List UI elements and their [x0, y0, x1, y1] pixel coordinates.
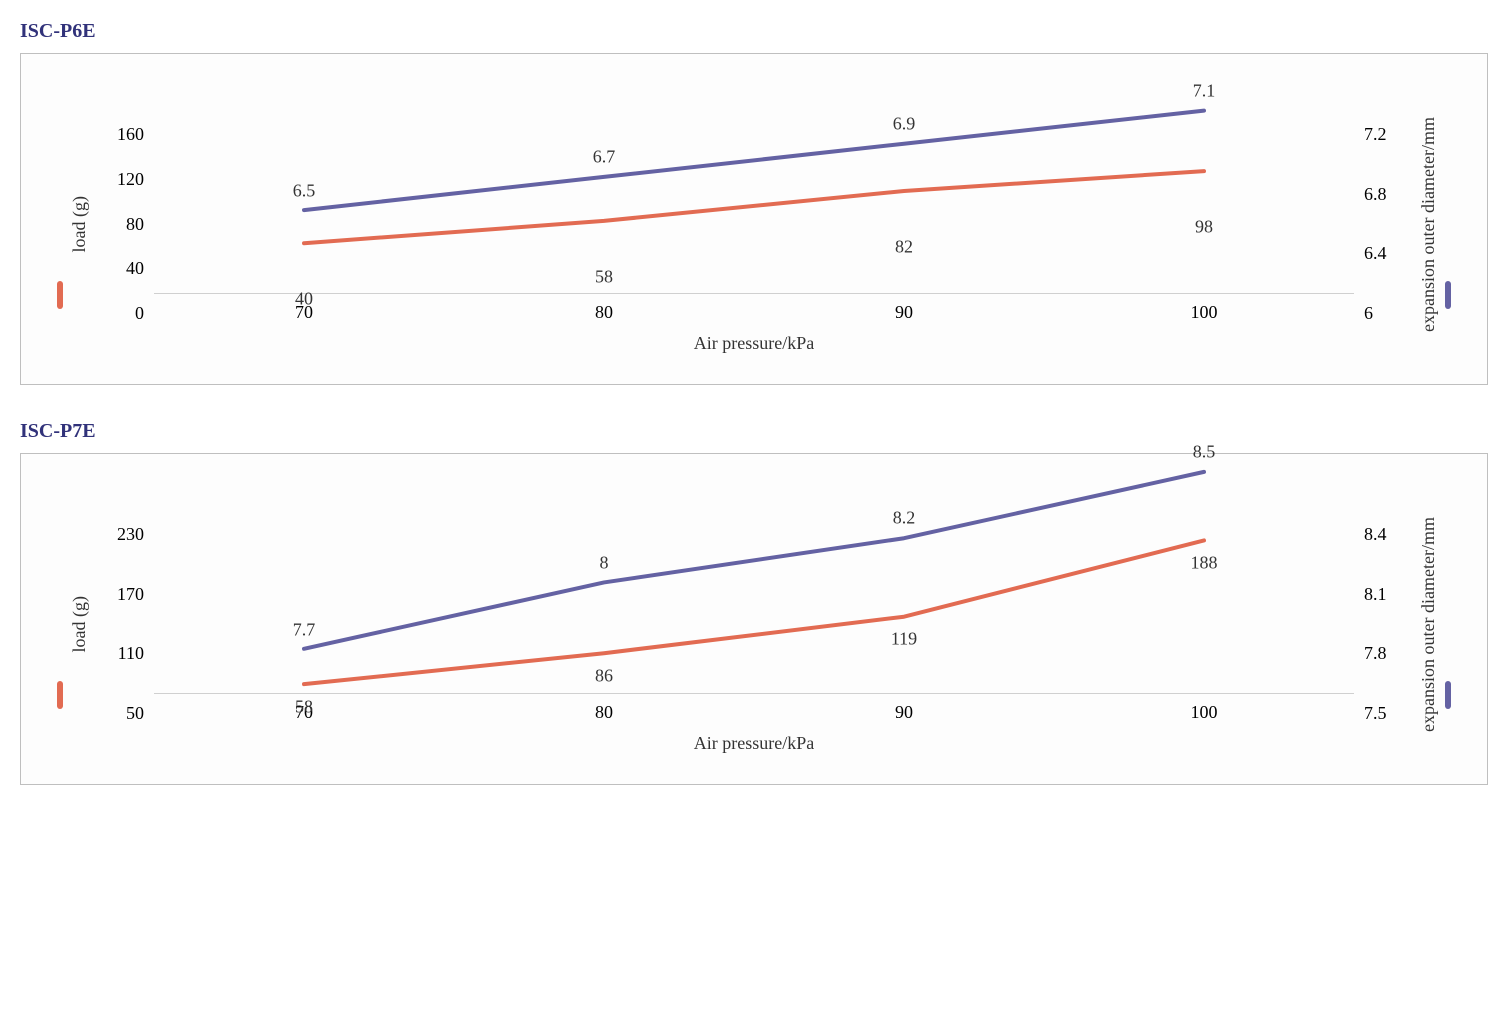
diameter-data-label: 7.1 — [1193, 80, 1216, 101]
y-right-axis-label: expansion outer diameter/mm — [1418, 517, 1439, 732]
x-ticks: 708090100 — [154, 302, 1354, 323]
load-data-label: 58 — [595, 266, 613, 287]
diameter-line — [304, 472, 1204, 649]
plot-area: 6.56.76.97.140588298 — [154, 94, 1354, 294]
x-axis-label: Air pressure/kPa — [154, 333, 1354, 354]
chart-title: ISC-P7E — [20, 420, 1488, 443]
y-tick-label: 7.2 — [1364, 124, 1410, 145]
y-tick-label: 40 — [98, 258, 144, 279]
y-tick-label: 7.5 — [1364, 703, 1410, 724]
y-tick-label: 0 — [98, 303, 144, 324]
diameter-data-label: 8 — [600, 552, 609, 573]
x-tick-label: 100 — [1054, 702, 1354, 723]
legend-diameter-icon — [1445, 681, 1451, 709]
diameter-data-label: 8.2 — [893, 508, 916, 529]
y-tick-label: 8.4 — [1364, 524, 1410, 545]
x-tick-label: 100 — [1054, 302, 1354, 323]
chart-lines — [154, 494, 1354, 693]
x-tick-label: 80 — [454, 302, 754, 323]
y-tick-label: 110 — [98, 643, 144, 664]
x-tick-label: 80 — [454, 702, 754, 723]
load-data-label: 119 — [891, 629, 917, 650]
y-tick-label: 8.1 — [1364, 584, 1410, 605]
load-data-label: 188 — [1191, 552, 1218, 573]
y-right-ticks: 8.4 8.1 7.8 7.5 — [1354, 524, 1410, 724]
chart-frame: load (g)230170110507.788.28.558861191887… — [20, 453, 1488, 785]
y-tick-label: 50 — [98, 703, 144, 724]
load-data-label: 98 — [1195, 216, 1213, 237]
y-right-axis-label: expansion outer diameter/mm — [1418, 117, 1439, 332]
chart-lines — [154, 94, 1354, 293]
x-tick-label: 90 — [754, 702, 1054, 723]
y-tick-label: 170 — [98, 584, 144, 605]
chart-frame: load (g) 160 120 80 40 0 6.5 6.7 6.9 7.1 40 58 82 98 7… — [20, 53, 1488, 385]
y-tick-label: 7.8 — [1364, 643, 1410, 664]
diameter-data-label: 8.5 — [1193, 441, 1216, 462]
y-tick-label: 80 — [98, 214, 144, 235]
plot-area: 7.788.28.55886119188 — [154, 494, 1354, 694]
x-axis-label: Air pressure/kPa — [154, 733, 1354, 754]
load-data-label: 86 — [595, 666, 613, 687]
y-left-ticks: 160 120 80 40 0 — [98, 124, 154, 324]
load-data-label: 82 — [895, 236, 913, 257]
load-data-label: 40 — [295, 289, 313, 310]
diameter-data-label: 7.7 — [293, 619, 316, 640]
y-tick-label: 6 — [1364, 303, 1410, 324]
legend-load-icon — [57, 681, 63, 709]
y-tick-label: 6.8 — [1364, 184, 1410, 205]
diameter-data-label: 6.9 — [893, 114, 916, 135]
y-right-ticks: 7.2 6.8 6.4 6 — [1354, 124, 1410, 324]
diameter-line — [304, 111, 1204, 211]
diameter-data-label: 6.5 — [293, 180, 316, 201]
y-tick-label: 230 — [98, 524, 144, 545]
load-line — [304, 171, 1204, 243]
y-tick-label: 160 — [98, 124, 144, 145]
load-data-label: 58 — [295, 697, 313, 718]
y-left-ticks: 230 170 110 50 — [98, 524, 154, 724]
y-left-axis-label: load (g) — [69, 196, 90, 252]
x-tick-label: 90 — [754, 302, 1054, 323]
chart-title: ISC-P6E — [20, 20, 1488, 43]
x-ticks: 708090100 — [154, 702, 1354, 723]
legend-load-icon — [57, 281, 63, 309]
y-tick-label: 6.4 — [1364, 243, 1410, 264]
y-tick-label: 120 — [98, 169, 144, 190]
diameter-data-label: 6.7 — [593, 147, 616, 168]
y-left-axis-label: load (g) — [69, 596, 90, 652]
legend-diameter-icon — [1445, 281, 1451, 309]
